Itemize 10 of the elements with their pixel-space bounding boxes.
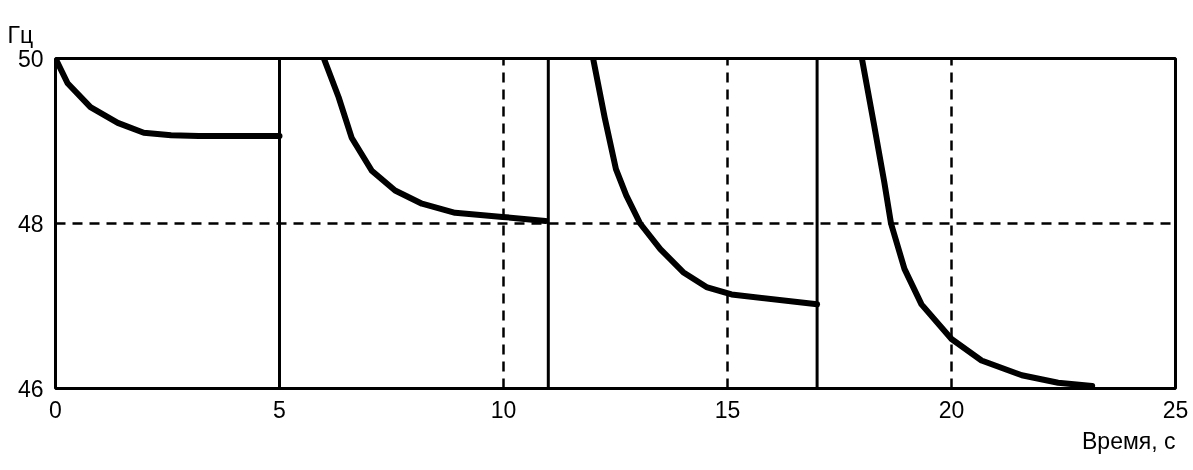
- x-tick-label: 0: [49, 396, 62, 423]
- y-tick-label: 48: [17, 211, 44, 237]
- x-axis-title: Время, с: [1082, 427, 1176, 454]
- y-axis-title: Гц: [7, 21, 34, 48]
- y-tick-label: 46: [17, 376, 44, 402]
- x-tick-label: 25: [1162, 396, 1189, 423]
- x-tick-label: 5: [273, 396, 286, 423]
- x-tick-label: 20: [938, 396, 965, 423]
- x-tick-label: 15: [714, 396, 741, 423]
- x-tick-label: 10: [490, 396, 517, 423]
